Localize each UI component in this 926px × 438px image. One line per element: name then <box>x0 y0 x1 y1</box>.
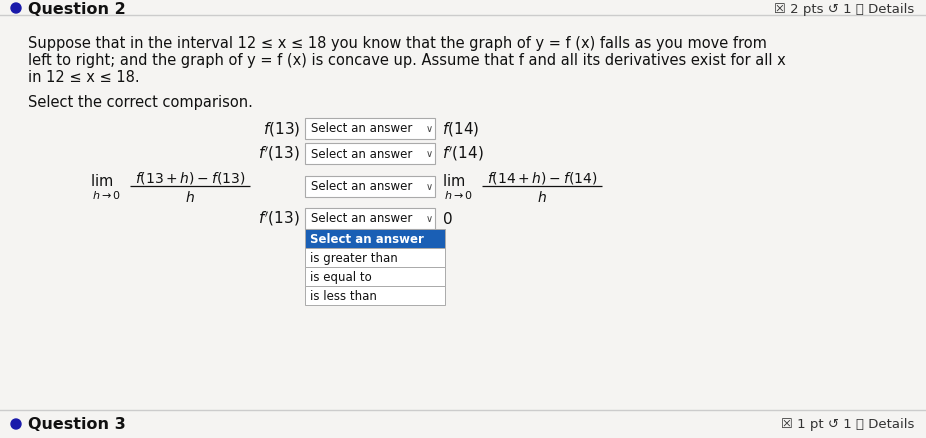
Text: $0$: $0$ <box>442 211 453 226</box>
Text: ∨: ∨ <box>426 213 433 223</box>
Circle shape <box>11 4 21 14</box>
Text: $h$: $h$ <box>185 189 195 204</box>
FancyBboxPatch shape <box>305 267 445 286</box>
Text: ∨: ∨ <box>426 124 433 134</box>
Text: ∨: ∨ <box>426 148 433 159</box>
Text: $f'(13)$: $f'(13)$ <box>258 209 300 228</box>
Text: $f(14+h)-f(14)$: $f(14+h)-f(14)$ <box>487 170 597 186</box>
Text: left to right; and the graph of y = f (x) is concave up. Assume that f and all i: left to right; and the graph of y = f (x… <box>28 53 786 68</box>
Text: $f'(14)$: $f'(14)$ <box>442 145 484 163</box>
Text: $f(13)$: $f(13)$ <box>263 120 300 138</box>
FancyBboxPatch shape <box>305 118 435 139</box>
Text: $\lim$: $\lim$ <box>442 173 465 189</box>
FancyBboxPatch shape <box>305 176 435 197</box>
Text: $\lim$: $\lim$ <box>90 173 113 189</box>
Text: ☒ 1 pt ↺ 1 ⓘ Details: ☒ 1 pt ↺ 1 ⓘ Details <box>781 417 914 431</box>
Text: Question 2: Question 2 <box>28 1 126 17</box>
Text: $f(14)$: $f(14)$ <box>442 120 480 138</box>
Text: ☒ 2 pts ↺ 1 ⓘ Details: ☒ 2 pts ↺ 1 ⓘ Details <box>774 3 914 15</box>
Text: in 12 ≤ x ≤ 18.: in 12 ≤ x ≤ 18. <box>28 70 140 85</box>
Text: $f(13+h)-f(13)$: $f(13+h)-f(13)$ <box>135 170 245 186</box>
Text: Select an answer: Select an answer <box>310 233 424 245</box>
Text: $h \to 0$: $h \to 0$ <box>444 189 473 201</box>
Text: Suppose that in the interval 12 ≤ x ≤ 18 you know that the graph of y = f (x) fa: Suppose that in the interval 12 ≤ x ≤ 18… <box>28 36 767 51</box>
FancyBboxPatch shape <box>305 230 445 248</box>
Text: is equal to: is equal to <box>310 270 371 283</box>
Text: $h \to 0$: $h \to 0$ <box>92 189 121 201</box>
Text: Select an answer: Select an answer <box>311 122 412 135</box>
Text: Select an answer: Select an answer <box>311 212 412 225</box>
FancyBboxPatch shape <box>305 143 435 164</box>
FancyBboxPatch shape <box>305 248 445 267</box>
Text: $h$: $h$ <box>537 189 547 204</box>
Text: Select the correct comparison.: Select the correct comparison. <box>28 95 253 110</box>
FancyBboxPatch shape <box>305 286 445 305</box>
Text: $f'(13)$: $f'(13)$ <box>258 145 300 163</box>
Text: is greater than: is greater than <box>310 251 398 265</box>
FancyBboxPatch shape <box>305 208 435 229</box>
Circle shape <box>11 419 21 429</box>
Text: ∨: ∨ <box>426 182 433 191</box>
Text: Question 3: Question 3 <box>28 417 126 431</box>
Text: is less than: is less than <box>310 290 377 302</box>
Text: Select an answer: Select an answer <box>311 147 412 160</box>
Text: Select an answer: Select an answer <box>311 180 412 193</box>
